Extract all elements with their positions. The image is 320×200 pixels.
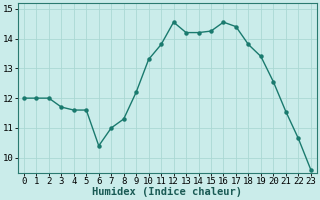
X-axis label: Humidex (Indice chaleur): Humidex (Indice chaleur) [92, 187, 242, 197]
